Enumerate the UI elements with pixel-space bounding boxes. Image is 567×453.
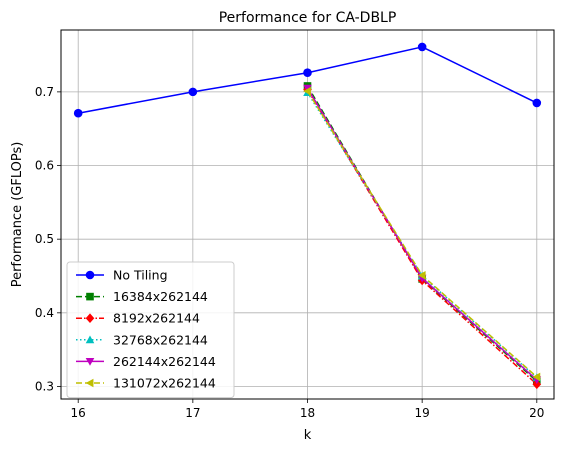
y-tick-label: 0.4 <box>35 306 54 320</box>
legend-marker <box>86 292 94 301</box>
y-tick-label: 0.3 <box>35 379 54 393</box>
ticks: 16 17 18 19 20 0.3 0.4 0.5 0.6 0.7 <box>35 85 545 420</box>
y-tick-label: 0.5 <box>35 232 54 246</box>
x-tick-label: 16 <box>71 406 86 420</box>
legend-marker <box>85 357 95 366</box>
data-point <box>532 372 541 382</box>
legend-label: 131072x262144 <box>113 376 216 391</box>
x-tick-label: 18 <box>300 406 315 420</box>
legend-marker <box>85 335 95 344</box>
x-tick-label: 20 <box>529 406 544 420</box>
series-No Tiling <box>73 42 542 118</box>
legend-marker <box>85 270 95 280</box>
x-tick-label: 17 <box>185 406 200 420</box>
series-group <box>73 42 542 390</box>
legend-label: 32768x262144 <box>113 332 208 347</box>
y-axis-title: Performance (GFLOPs) <box>10 142 25 288</box>
data-point <box>303 86 311 96</box>
y-tick-label: 0.6 <box>35 159 54 173</box>
y-tick-label: 0.7 <box>35 85 54 99</box>
legend-label: 8192x262144 <box>113 311 200 326</box>
legend-label: 262144x262144 <box>113 354 216 369</box>
series-131072x262144 <box>303 86 541 382</box>
legend-marker <box>85 378 94 388</box>
legend: No Tiling 16384x262144 8192x262144 32768x26… <box>66 261 235 399</box>
legend-label: 16384x262144 <box>113 289 208 304</box>
legend-box <box>66 261 235 399</box>
data-point <box>303 68 312 78</box>
legend-marker <box>85 313 95 323</box>
data-point <box>303 84 312 93</box>
legend-label: No Tiling <box>113 268 168 283</box>
data-point <box>73 108 83 118</box>
data-point <box>188 87 198 97</box>
data-point <box>532 98 542 108</box>
data-point <box>532 379 542 390</box>
chart-title: Performance for CA-DBLP <box>219 10 397 26</box>
x-tick-label: 19 <box>415 406 430 420</box>
data-point <box>417 42 427 52</box>
x-axis-title: k <box>304 428 312 443</box>
data-point <box>417 270 426 280</box>
